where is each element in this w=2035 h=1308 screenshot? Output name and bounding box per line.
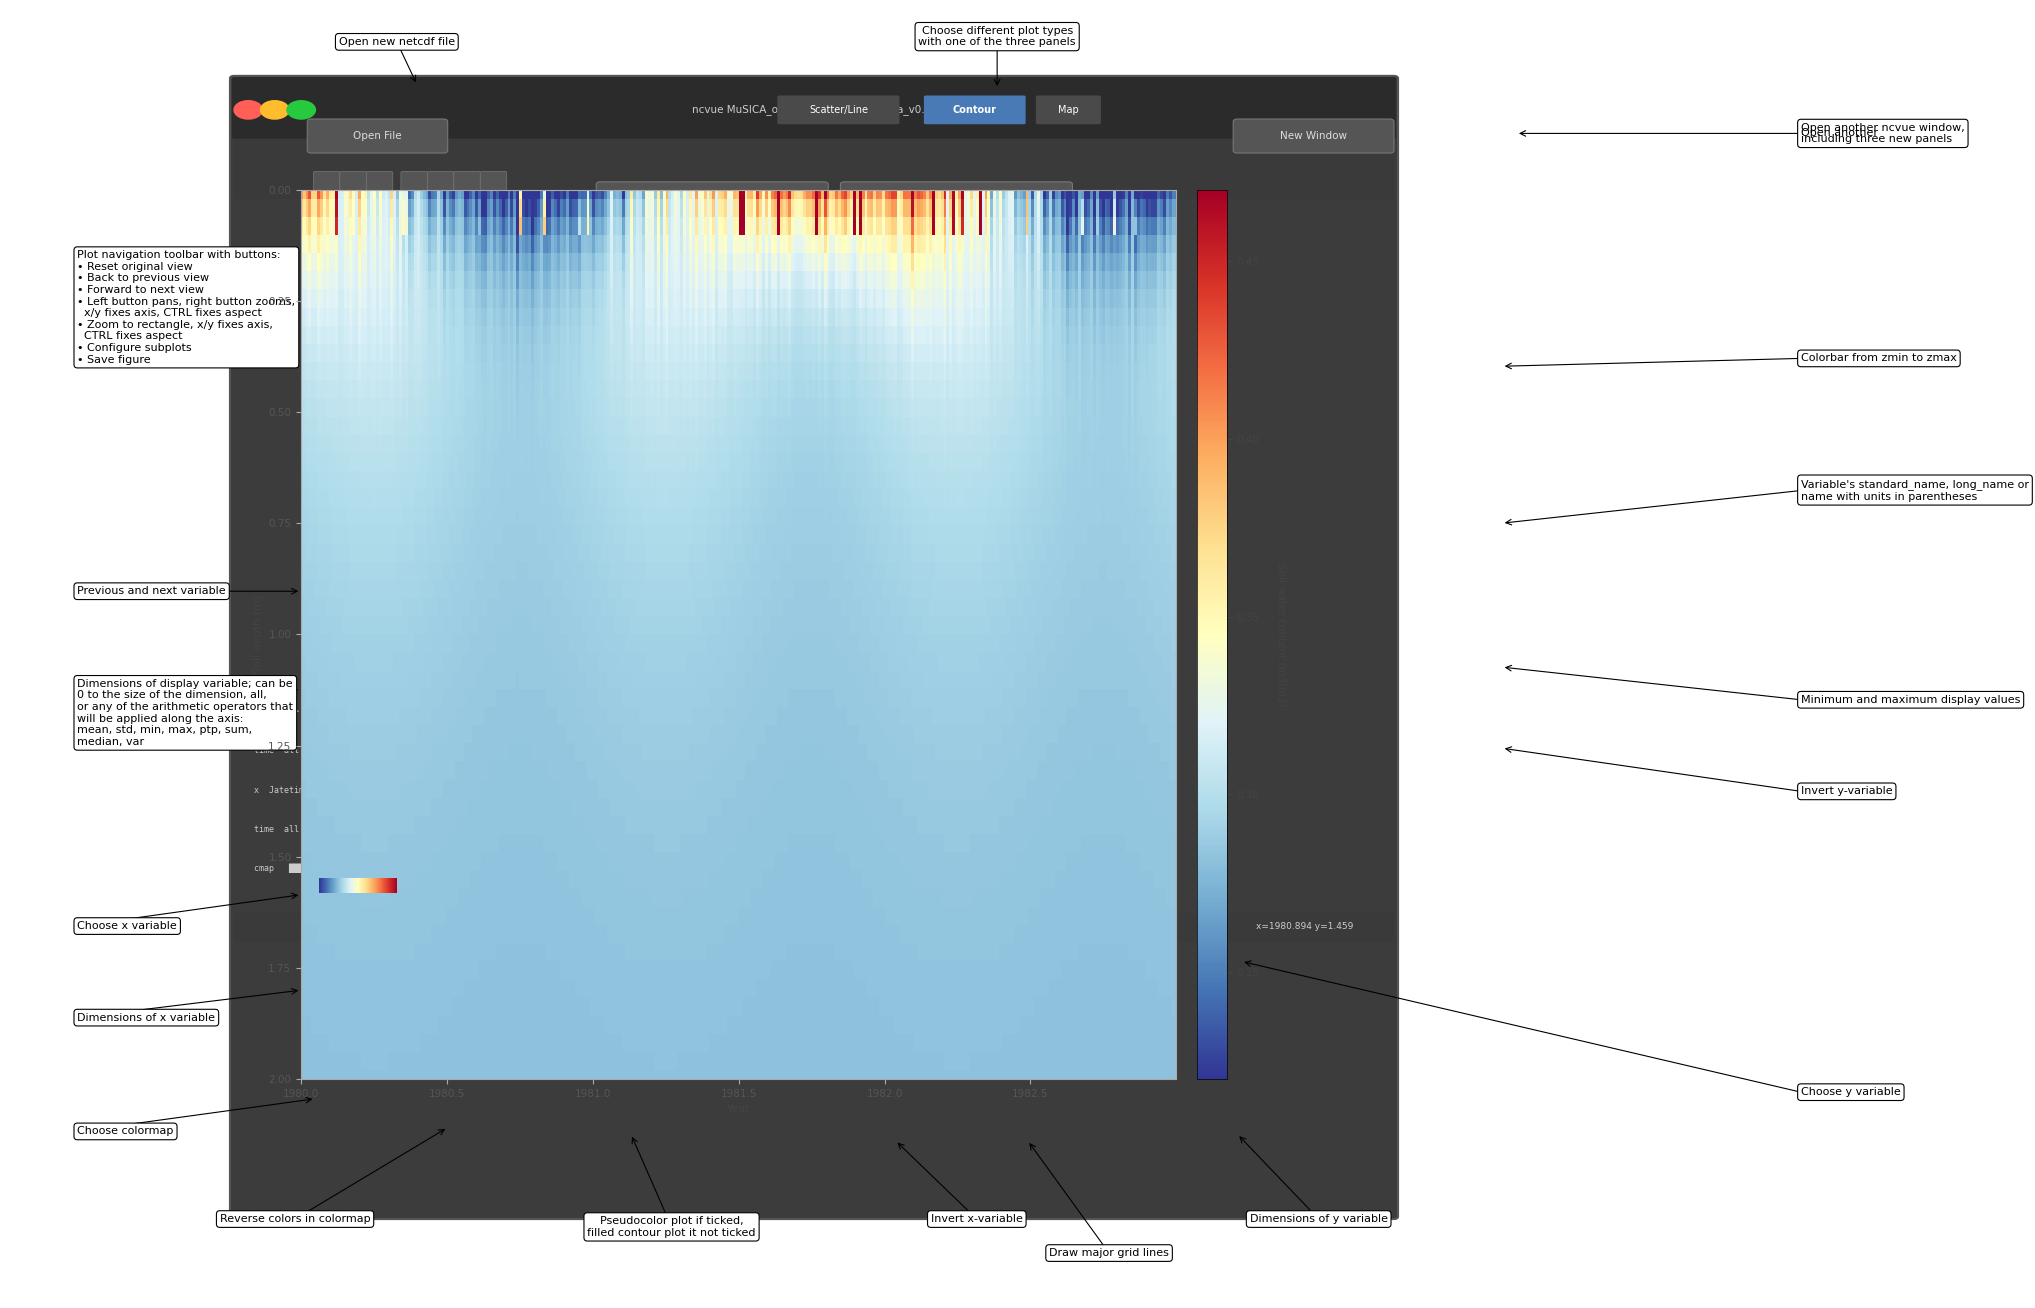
Text: Open another: Open another <box>1801 128 1882 139</box>
FancyBboxPatch shape <box>480 171 507 198</box>
X-axis label: Year: Year <box>726 1104 751 1114</box>
Text: x=1980.894 y=1.459: x=1980.894 y=1.459 <box>1256 922 1353 930</box>
Text: Invert x-variable: Invert x-variable <box>930 1214 1024 1224</box>
Text: Dimensions of x variable: Dimensions of x variable <box>77 1012 216 1023</box>
Text: Transpose display variable: Transpose display variable <box>891 194 1022 204</box>
Text: Scatter/Line: Scatter/Line <box>810 105 867 115</box>
FancyBboxPatch shape <box>924 95 1026 124</box>
Y-axis label: Soil water content (m3/m3): Soil water content (m3/m3) <box>1276 562 1286 706</box>
Text: Reverse colors in colormap: Reverse colors in colormap <box>220 1214 370 1224</box>
Text: cmap   ████████████  RdYlBu   ▼   reverse cmap  ☑ mesh   grid: cmap ████████████ RdYlBu ▼ reverse cmap … <box>254 863 560 874</box>
Text: Contour: Contour <box>952 105 997 115</box>
FancyBboxPatch shape <box>427 171 454 198</box>
Text: Colorbar from zmin to zmax: Colorbar from zmin to zmax <box>1801 353 1958 364</box>
Text: Dimensions of display variable; can be
0 to the size of the dimension, all,
or a: Dimensions of display variable; can be 0… <box>77 679 293 747</box>
Text: Previous and next variable: Previous and next variable <box>77 586 226 596</box>
Circle shape <box>287 101 315 119</box>
Circle shape <box>260 101 289 119</box>
Text: Invert y-variable: Invert y-variable <box>1801 786 1893 797</box>
FancyBboxPatch shape <box>777 95 899 124</box>
Y-axis label: Soil depth (m): Soil depth (m) <box>252 595 263 674</box>
Text: Minimum and maximum display values: Minimum and maximum display values <box>1801 695 2021 705</box>
Circle shape <box>234 101 263 119</box>
Text: Choose y variable: Choose y variable <box>1801 1087 1901 1097</box>
Text: Open File: Open File <box>354 131 401 141</box>
Text: Choose different plot types
with one of the three panels: Choose different plot types with one of … <box>918 26 1077 47</box>
FancyBboxPatch shape <box>1233 119 1394 153</box>
Text: Plot navigation toolbar with buttons:
• Reset original view
• Back to previous v: Plot navigation toolbar with buttons: • … <box>77 250 295 365</box>
Text: time  all   ⊙ 1 ⊙ 2 ⊙ 3 ⊙ 0 ⊙        nsoil  all   ⊙ 1 ⊙ 2 ⊙ 3 ⊙ ...: time all ⊙ 1 ⊙ 2 ⊙ 3 ⊙ 0 ⊙ nsoil all ⊙ 1… <box>254 825 590 833</box>
FancyBboxPatch shape <box>366 171 393 198</box>
Text: Dimensions of y variable: Dimensions of y variable <box>1249 1214 1388 1224</box>
FancyBboxPatch shape <box>596 182 828 216</box>
Text: Map: Map <box>1058 105 1079 115</box>
Text: Open new netcdf file: Open new netcdf file <box>338 37 456 47</box>
FancyBboxPatch shape <box>313 171 340 198</box>
Text: x  Jatetime ('time=52608',)   ▼    invert x   y  z_soil ('nsoil=10',)   ▼  ☑ inv: x Jatetime ('time=52608',) ▼ invert x y … <box>254 786 680 794</box>
Text: Open another ncvue window,
including three new panels: Open another ncvue window, including thr… <box>1801 123 1964 144</box>
Text: New Window: New Window <box>1280 131 1347 141</box>
FancyBboxPatch shape <box>234 929 1394 1216</box>
Text: Variable's standard_name, long_name or
name with units in parentheses: Variable's standard_name, long_name or n… <box>1801 479 2029 502</box>
Text: Choose colormap: Choose colormap <box>77 1126 173 1137</box>
Text: Draw major grid lines: Draw major grid lines <box>1050 1248 1168 1258</box>
Text: Choose x variable: Choose x variable <box>77 921 177 931</box>
FancyBboxPatch shape <box>840 182 1072 216</box>
Text: Pseudocolor plot if ticked,
filled contour plot it not ticked: Pseudocolor plot if ticked, filled conto… <box>588 1216 755 1237</box>
FancyBboxPatch shape <box>234 139 1394 199</box>
Text: z   <   >   w_soil ('time=52608', 'nsoil=10')  ▼    transpose z   zmin  None    : z < > w_soil ('time=52608', 'nsoil=10') … <box>254 708 714 715</box>
FancyBboxPatch shape <box>307 119 448 153</box>
FancyBboxPatch shape <box>234 913 1394 942</box>
FancyBboxPatch shape <box>401 171 427 198</box>
FancyBboxPatch shape <box>230 76 1398 1219</box>
Text: Choose display variable: Choose display variable <box>653 194 771 204</box>
Text: time  all   ⊙ nsoil  all   ⊙ 2 ⊙ 3 ⊙ 0 ⊙: time all ⊙ nsoil all ⊙ 2 ⊙ 3 ⊙ 0 ⊙ <box>254 747 454 755</box>
FancyBboxPatch shape <box>454 171 480 198</box>
FancyBboxPatch shape <box>340 171 366 198</box>
FancyBboxPatch shape <box>1036 95 1101 124</box>
FancyBboxPatch shape <box>232 77 1396 139</box>
Text: ncvue MuSICA_out_1980-1982_castanea_v0.nc: ncvue MuSICA_out_1980-1982_castanea_v0.n… <box>692 105 936 115</box>
